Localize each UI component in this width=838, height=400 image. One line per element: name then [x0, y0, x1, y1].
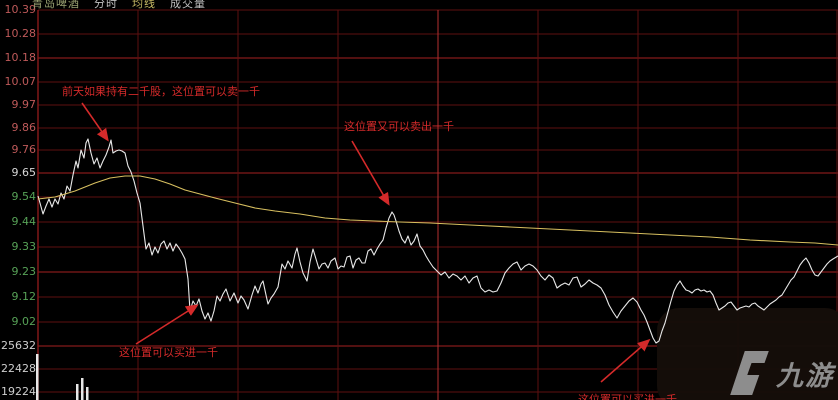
volume-axis-label: 25632 [1, 339, 36, 352]
average-line [37, 175, 838, 246]
price-axis-label: 9.76 [11, 143, 37, 156]
price-axis-label: 9.23 [11, 265, 37, 278]
legend-item: 均线 [132, 0, 156, 10]
price-line [37, 138, 838, 344]
annotation-text: 这位置可以买进一千 [119, 346, 218, 359]
chart-legend-header: 青岛啤酒 分时 均线 成交量 [32, 0, 234, 11]
annotation-text: 这位置可以买进一千 [578, 393, 677, 400]
price-axis-label: 9.65 [11, 166, 37, 179]
watermark: 九游 [726, 349, 834, 397]
legend-items: 分时 均线 成交量 [94, 0, 220, 10]
price-axis-label: 10.18 [4, 51, 37, 64]
volume-bar [86, 387, 89, 400]
volume-bar [81, 378, 84, 400]
price-axis-label: 10.39 [4, 3, 37, 16]
price-axis-label: 9.86 [11, 121, 37, 134]
annotation-arrow [81, 102, 109, 142]
volume-axis-label: 19224 [1, 385, 36, 398]
juyou-logo-icon [730, 351, 769, 395]
price-axis-label: 9.33 [11, 240, 37, 253]
price-axis-label: 9.12 [11, 290, 37, 303]
volume-bar [76, 384, 79, 400]
watermark-label: 九游 [776, 360, 834, 392]
volume-bar [36, 354, 39, 400]
price-axis-label: 10.07 [4, 75, 37, 88]
legend-item: 分时 [94, 0, 118, 10]
legend-item: 成交量 [170, 0, 206, 10]
annotation-text: 前天如果持有二千股，这位置可以卖一千 [62, 85, 260, 98]
stock-name: 青岛啤酒 [32, 0, 80, 10]
annotation-text: 这位置又可以卖出一千 [344, 120, 454, 133]
annotation-arrow [600, 338, 651, 383]
price-axis-label: 9.44 [11, 215, 37, 228]
price-axis-label: 9.02 [11, 315, 37, 328]
price-axis-label: 9.97 [11, 98, 37, 111]
price-axis-label: 9.54 [11, 190, 37, 203]
annotation-arrow [135, 304, 199, 345]
volume-axis-label: 22428 [1, 362, 36, 375]
annotation-arrow [351, 140, 390, 206]
price-axis-label: 10.28 [4, 27, 37, 40]
